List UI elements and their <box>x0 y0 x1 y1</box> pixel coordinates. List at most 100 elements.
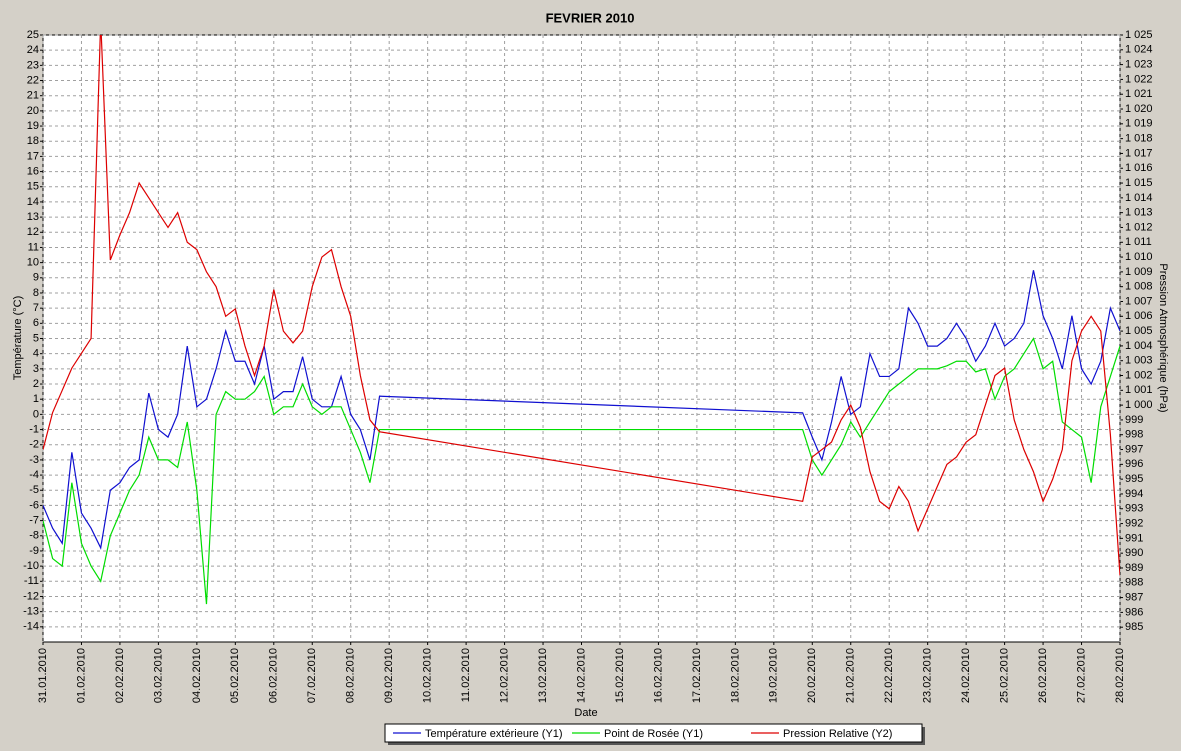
y-tick-label: -6 <box>29 499 39 511</box>
y-tick-label: 24 <box>27 44 39 56</box>
y2-tick-label: 1 011 <box>1125 236 1152 248</box>
y2-tick-label: 990 <box>1125 547 1143 559</box>
y-tick-label: 25 <box>27 29 39 41</box>
x-tick-label: 10.02.2010 <box>422 648 434 703</box>
y-tick-label: 22 <box>27 74 39 86</box>
y2-tick-label: 1 021 <box>1125 88 1153 100</box>
y2-tick-label: 998 <box>1125 429 1143 441</box>
x-tick-label: 16.02.2010 <box>652 648 664 703</box>
plot-lines <box>43 35 1120 605</box>
y-tick-label: 18 <box>27 135 39 147</box>
x-tick-label: 04.02.2010 <box>191 648 203 703</box>
y2-tick-label: 1 015 <box>1125 177 1153 189</box>
y2-tick-label: 989 <box>1125 562 1143 574</box>
y-tick-label: 11 <box>28 241 39 253</box>
y-tick-label: -9 <box>29 545 39 557</box>
y-tick-label: 1 <box>33 393 39 405</box>
x-tick-label: 13.02.2010 <box>537 648 549 703</box>
y-tick-label: -8 <box>29 530 39 542</box>
x-tick-label: 11.02.2010 <box>460 648 472 702</box>
x-axis-label: Date <box>574 707 597 719</box>
y-tick-label: 15 <box>27 181 39 193</box>
x-tick-label: 23.02.2010 <box>922 648 934 703</box>
y-tick-label: -1 <box>29 423 39 435</box>
x-tick-label: 06.02.2010 <box>268 648 280 703</box>
y-tick-label: 13 <box>27 211 39 223</box>
y2-tick-label: 1 005 <box>1125 325 1153 337</box>
y2-tick-label: 999 <box>1125 414 1143 426</box>
y-tick-label: 10 <box>27 257 39 269</box>
y-tick-label: -2 <box>29 439 39 451</box>
y-tick-label: 0 <box>33 408 39 420</box>
x-tick-label: 18.02.2010 <box>729 648 741 703</box>
y2-tick-label: 995 <box>1125 473 1143 485</box>
y-tick-label: 3 <box>33 363 39 375</box>
series-line <box>43 35 1120 576</box>
y2-tick-label: 1 010 <box>1125 251 1153 263</box>
x-tick-label: 14.02.2010 <box>575 648 587 703</box>
y2-tick-label: 1 025 <box>1125 29 1153 41</box>
y2-tick-label: 1 001 <box>1125 384 1153 396</box>
x-tick-label: 25.02.2010 <box>999 648 1011 703</box>
y-tick-label: 19 <box>27 120 39 132</box>
x-tick-label: 09.02.2010 <box>383 648 395 703</box>
y2-tick-label: 1 020 <box>1125 103 1153 115</box>
x-tick-label: 20.02.2010 <box>806 648 818 703</box>
y2-tick-label: 1 003 <box>1125 355 1153 367</box>
series-line <box>43 337 1120 605</box>
y-tick-label: 16 <box>27 165 39 177</box>
y-tick-label: -13 <box>23 606 39 618</box>
x-tick-label: 22.02.2010 <box>883 648 895 703</box>
x-tick-label: 08.02.2010 <box>345 648 357 703</box>
legend-label: Température extérieure (Y1) <box>425 728 563 740</box>
y2-tick-label: 1 009 <box>1125 266 1153 278</box>
y2-tick-label: 1 008 <box>1125 281 1153 293</box>
y2-tick-label: 1 014 <box>1125 192 1153 204</box>
y-tick-label: -5 <box>29 484 39 496</box>
y-tick-label: 4 <box>33 348 39 360</box>
y-tick-label: -14 <box>23 621 39 633</box>
x-tick-label: 01.02.2010 <box>75 648 87 703</box>
y2-tick-label: 1 019 <box>1125 118 1153 130</box>
y-tick-label: 5 <box>33 332 39 344</box>
y2-tick-label: 993 <box>1125 503 1143 515</box>
y2-tick-label: 987 <box>1125 591 1143 603</box>
x-tick-label: 19.02.2010 <box>768 648 780 703</box>
y2-tick-label: 1 016 <box>1125 162 1153 174</box>
y2-tick-label: 994 <box>1125 488 1143 500</box>
y-tick-label: -7 <box>29 515 39 527</box>
y2-tick-label: 1 024 <box>1125 44 1153 56</box>
y2-tick-label: 1 002 <box>1125 369 1153 381</box>
y2-tick-label: 1 006 <box>1125 310 1153 322</box>
y2-tick-label: 1 013 <box>1125 207 1153 219</box>
y-tick-label: 9 <box>33 272 39 284</box>
x-tick-label: 12.02.2010 <box>498 648 510 703</box>
y2-tick-label: 985 <box>1125 621 1143 633</box>
y-tick-label: -11 <box>24 575 39 587</box>
y2-tick-label: 992 <box>1125 517 1143 529</box>
y2-tick-label: 996 <box>1125 458 1143 470</box>
y-tick-label: 6 <box>33 317 39 329</box>
y2-tick-label: 1 017 <box>1125 147 1153 159</box>
y2-tick-label: 986 <box>1125 606 1143 618</box>
y2-tick-label: 1 007 <box>1125 295 1153 307</box>
x-tick-label: 02.02.2010 <box>114 648 126 703</box>
y-tick-label: 20 <box>27 105 39 117</box>
x-tick-label: 05.02.2010 <box>229 648 241 703</box>
y2-tick-label: 1 012 <box>1125 221 1153 233</box>
legend-label: Point de Rosée (Y1) <box>604 728 703 740</box>
y2-tick-label: 1 023 <box>1125 59 1153 71</box>
x-tick-label: 28.02.2010 <box>1114 648 1126 703</box>
y-tick-label: -12 <box>23 590 39 602</box>
y-tick-label: 23 <box>27 59 39 71</box>
y2-tick-label: 988 <box>1125 577 1143 589</box>
y-tick-label: 7 <box>33 302 39 314</box>
x-tick-label: 17.02.2010 <box>691 648 703 703</box>
x-tick-label: 31.01.2010 <box>37 648 49 703</box>
y-tick-label: 12 <box>27 226 39 238</box>
chart-title: FEVRIER 2010 <box>546 10 635 25</box>
x-tick-label: 26.02.2010 <box>1037 648 1049 703</box>
y-tick-label: -10 <box>23 560 39 572</box>
